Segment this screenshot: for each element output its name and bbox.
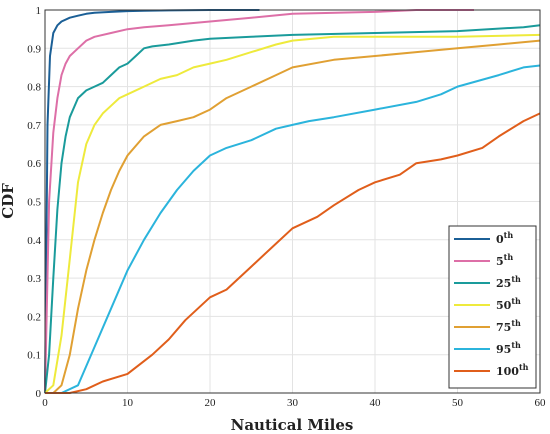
- y-axis-label: CDF: [0, 183, 17, 219]
- legend-label-superscript: th: [511, 318, 521, 328]
- legend-label-superscript: th: [519, 362, 529, 372]
- legend-label-value: 25: [496, 277, 511, 290]
- x-tick-label: 0: [42, 397, 48, 409]
- y-tick-label: 0.7: [27, 120, 41, 132]
- y-tick-label: 0.3: [27, 273, 41, 285]
- y-tick-label: 1: [36, 5, 42, 17]
- y-tick-label: 0.5: [27, 197, 41, 209]
- legend-label-superscript: th: [511, 274, 521, 284]
- x-tick-label: 40: [370, 397, 382, 409]
- legend-label-value: 5: [496, 255, 504, 268]
- legend-label-superscript: th: [511, 340, 521, 350]
- legend-label-value: 75: [496, 321, 511, 334]
- y-tick-label: 0.4: [27, 235, 41, 247]
- x-tick-label: 50: [452, 397, 464, 409]
- x-tick-label: 30: [287, 397, 299, 409]
- y-tick-label: 0.2: [27, 311, 41, 323]
- y-tick-label: 0: [36, 388, 42, 400]
- x-tick-label: 20: [205, 397, 217, 409]
- x-tick-label: 60: [535, 397, 547, 409]
- legend-label-value: 100: [496, 365, 519, 378]
- x-tick-label: 10: [122, 397, 134, 409]
- x-axis-label: Nautical Miles: [231, 416, 354, 434]
- legend-label-value: 50: [496, 299, 512, 312]
- legend-label-superscript: th: [504, 252, 514, 262]
- legend-label-superscript: th: [511, 296, 521, 306]
- y-tick-label: 0.9: [27, 43, 41, 55]
- legend-label-value: 95: [496, 343, 511, 356]
- legend-label-superscript: th: [504, 230, 514, 240]
- y-tick-label: 0.8: [27, 82, 41, 94]
- y-tick-label: 0.1: [27, 350, 41, 362]
- y-tick-label: 0.6: [27, 158, 41, 170]
